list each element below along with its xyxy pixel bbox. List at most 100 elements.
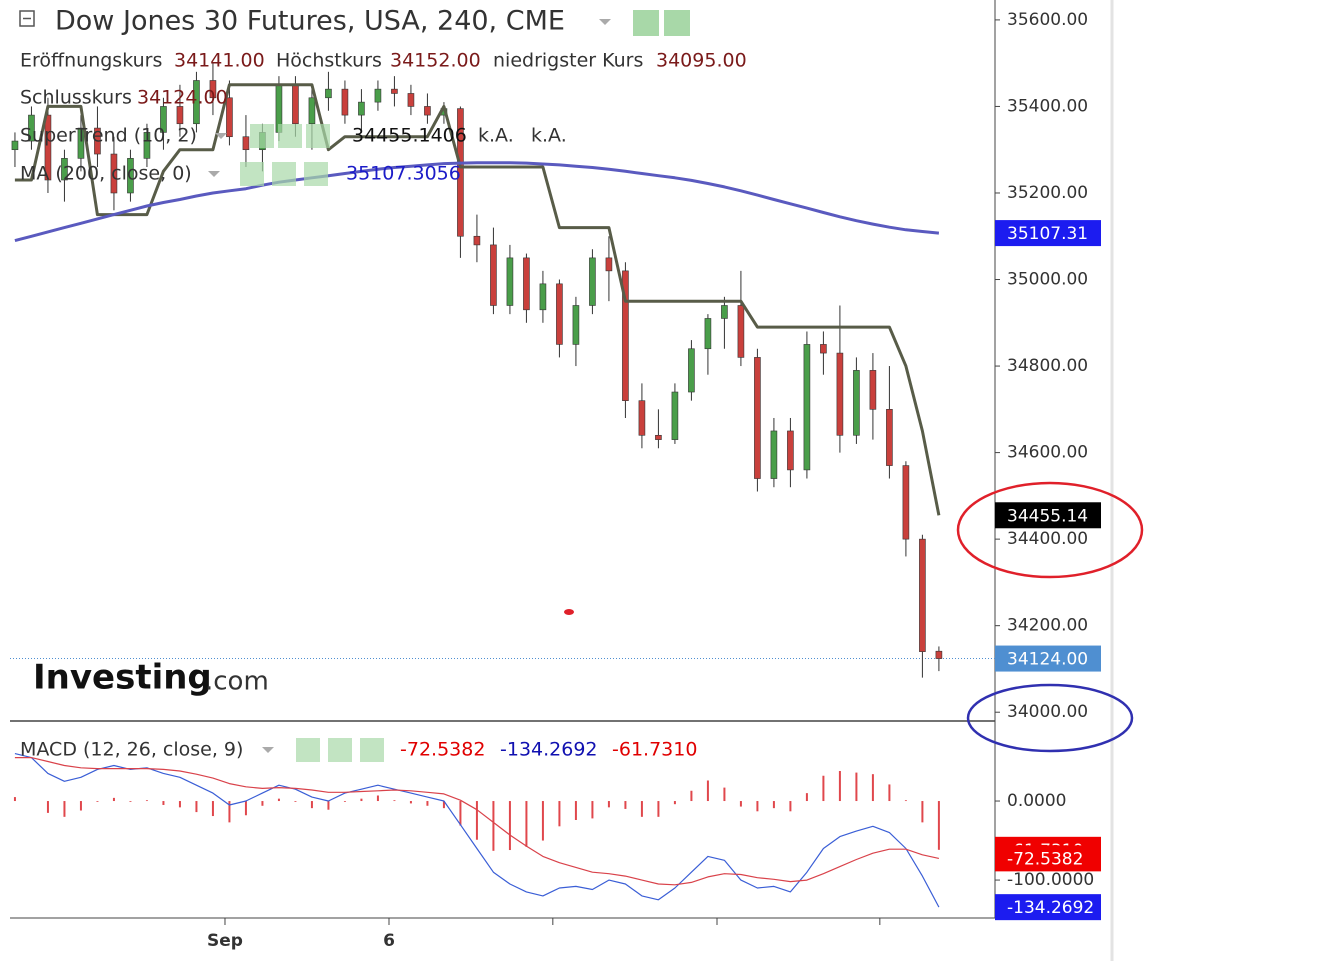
candle-body [490,244,497,306]
candle-body [721,305,728,319]
visibility-icon[interactable] [633,10,659,36]
chart-title: Dow Jones 30 Futures, USA, 240, CME [55,6,565,37]
y-tick-label: 34800.00 [1007,356,1088,376]
dropdown-arrow[interactable] [215,133,227,139]
candle-body [473,235,481,246]
series-line [14,83,941,516]
annotation-dot [564,609,574,615]
candle-body [391,88,398,94]
candle-body [605,257,613,272]
price-tag-label: 35107.31 [1007,224,1088,244]
price-tag [995,894,1101,921]
legend-value: -61.7310 [612,739,697,761]
candle-body [77,127,85,159]
y-tick-label: 34600.00 [1007,443,1088,463]
y-tick-label: 35400.00 [1007,96,1088,116]
series-line [14,161,940,243]
legend-value: 34141.00 [174,50,265,72]
settings-icon[interactable] [272,162,296,186]
y-tick-label: 35000.00 [1007,270,1088,290]
candle-body [820,344,827,354]
settings-icon[interactable] [664,10,690,36]
candle-body [176,106,184,125]
candle-body [539,283,547,311]
legend-value: 34455.1406 [352,125,467,147]
y-tick-label: 35200.00 [1007,183,1088,203]
y-tick-label: 35600.00 [1007,10,1088,30]
candle-body [292,84,299,125]
candle-body [572,305,580,345]
price-tag-label: 34124.00 [1007,650,1088,670]
price-tag [995,220,1101,247]
candle-body [671,391,679,440]
y-tick-label: 34000.00 [1007,702,1088,722]
legend-value: k.A. [478,125,514,147]
legend-value: 34124.00 [137,87,228,109]
y-tick-label: 0.0000 [1007,791,1066,811]
price-tag [995,845,1101,872]
candle-body [325,88,332,99]
series-line [14,753,940,908]
candle-body [836,352,844,436]
candle-body [11,140,19,151]
legend-value: k.A. [531,125,567,147]
candle-body [28,114,35,142]
candle-body [886,409,893,466]
candle-body [704,318,712,350]
dropdown-arrow[interactable] [208,171,220,177]
candle-body [374,88,382,103]
legend-value: 35107.3056 [346,163,461,185]
candle-body [209,80,217,99]
candle-body [688,348,695,393]
annotation-ellipse [966,683,1134,753]
candle-body [770,430,778,479]
remove-icon[interactable] [306,124,330,148]
collapse-icon[interactable] [19,10,35,27]
candle-body [853,370,860,436]
candle-body [589,257,596,306]
settings-icon[interactable] [328,738,352,762]
candle-body [143,132,151,159]
legend-label: Schlusskurs [20,87,132,109]
legend-label: Eröffnungskurs [20,50,162,72]
y-tick-label: 34200.00 [1007,616,1088,636]
x-tick-label: 6 [383,931,395,951]
legend-value: 34152.00 [390,50,481,72]
legend-value: -72.5382 [400,739,485,761]
legend-label: SuperTrend (10, 2) [20,125,197,147]
candle-body [44,114,52,181]
candle-body [61,158,68,181]
candle-body [523,257,530,311]
legend-value: 34095.00 [656,50,747,72]
candle-body [935,650,943,659]
candle-body [193,80,200,125]
logo: .com [205,667,269,697]
price-tag-label: -134.2692 [1007,898,1094,918]
visibility-icon[interactable] [250,124,274,148]
candle-body [457,108,464,237]
settings-icon[interactable] [278,124,302,148]
legend-label: MA (200, close, 0) [20,163,192,185]
candle-body [424,106,431,116]
remove-icon[interactable] [304,162,328,186]
candle-body [638,400,646,436]
dropdown-arrow[interactable] [262,747,274,753]
price-tag-label: 34455.14 [1007,506,1088,526]
candle-body [902,465,910,540]
visibility-icon[interactable] [240,162,264,186]
candle-body [341,88,349,116]
candle-body [110,153,118,194]
candle-body [919,538,926,652]
candle-body [556,283,563,345]
dropdown-arrow[interactable] [599,19,611,25]
remove-icon[interactable] [360,738,384,762]
candle-body [242,136,250,151]
y-tick-label: -100.0000 [1007,870,1094,890]
candle-body [754,357,761,479]
candle-body [358,101,365,116]
candle-body [226,97,233,138]
candle-body [94,127,101,155]
candle-body [506,257,514,306]
visibility-icon[interactable] [296,738,320,762]
